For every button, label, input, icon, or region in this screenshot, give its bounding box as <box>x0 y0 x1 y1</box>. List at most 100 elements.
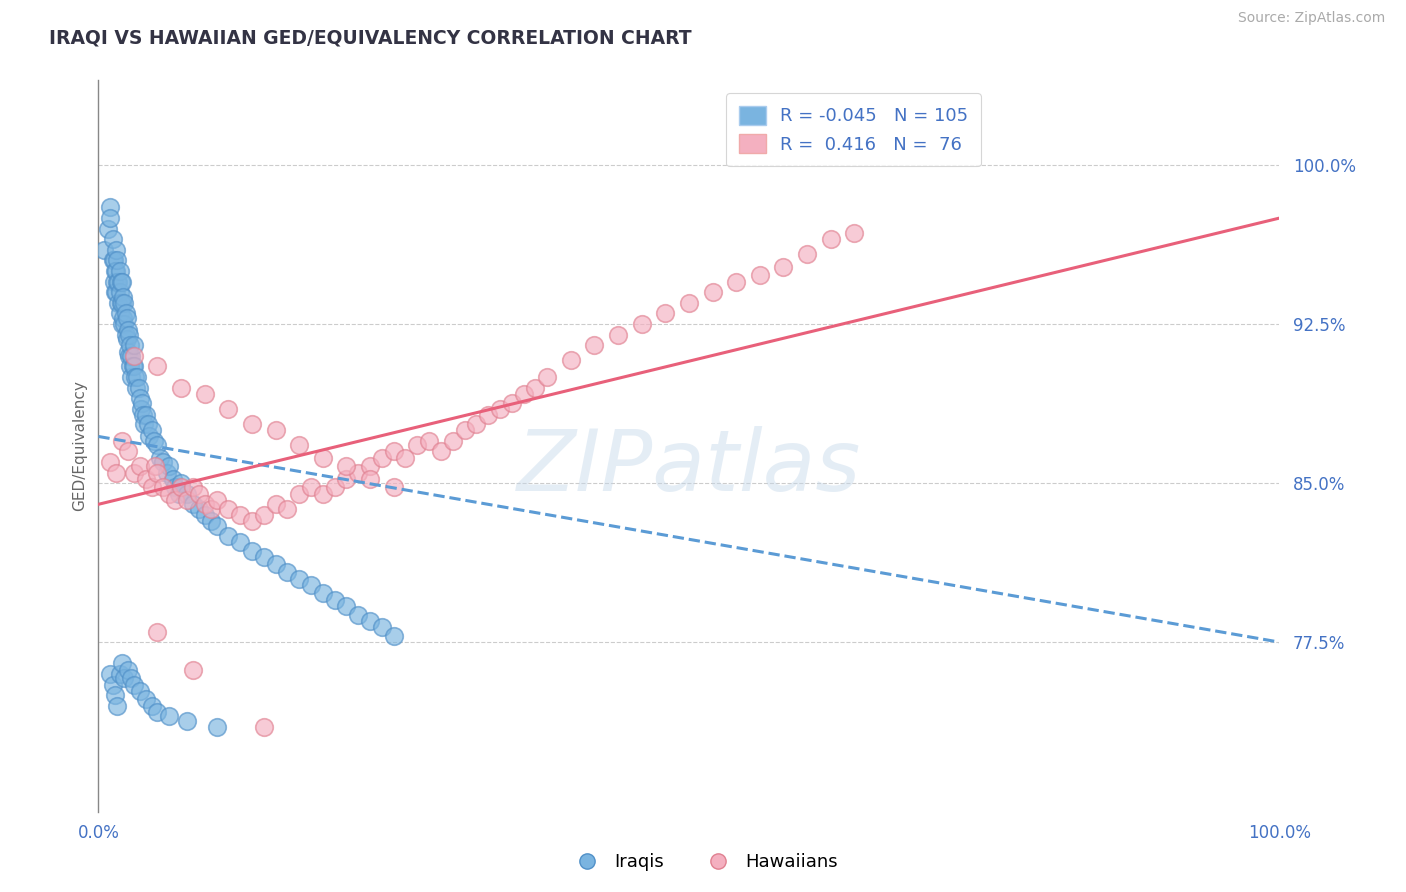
Point <box>253 550 276 565</box>
Point <box>536 370 558 384</box>
Point <box>146 624 169 639</box>
Point <box>105 698 128 713</box>
Point <box>111 434 134 448</box>
Point <box>200 501 222 516</box>
Point <box>112 296 135 310</box>
Point <box>335 599 357 613</box>
Point <box>146 705 169 719</box>
Point <box>122 466 145 480</box>
Point <box>115 332 138 346</box>
Point <box>382 629 405 643</box>
Point <box>194 497 217 511</box>
Point <box>501 395 523 409</box>
Point <box>323 592 346 607</box>
Point <box>117 444 139 458</box>
Point <box>654 306 676 320</box>
Point <box>101 232 124 246</box>
Point <box>229 508 252 522</box>
Point <box>112 317 135 331</box>
Text: Source: ZipAtlas.com: Source: ZipAtlas.com <box>1237 11 1385 25</box>
Point <box>98 211 121 225</box>
Point <box>312 486 335 500</box>
Point <box>176 486 198 500</box>
Point <box>101 253 124 268</box>
Point <box>104 688 127 702</box>
Point <box>702 285 724 300</box>
Point <box>121 671 143 685</box>
Point <box>98 455 121 469</box>
Point <box>347 607 370 622</box>
Point <box>240 417 263 431</box>
Point <box>465 417 488 431</box>
Point <box>146 359 169 374</box>
Point <box>200 514 222 528</box>
Point <box>108 285 131 300</box>
Point <box>187 501 209 516</box>
Point <box>152 480 174 494</box>
Point <box>107 275 129 289</box>
Point <box>772 260 794 274</box>
Point <box>118 327 141 342</box>
Point <box>128 459 150 474</box>
Point <box>276 565 298 579</box>
Point <box>110 296 132 310</box>
Point <box>157 459 180 474</box>
Point <box>382 480 405 494</box>
Point <box>312 450 335 465</box>
Point <box>796 247 818 261</box>
Point <box>170 476 193 491</box>
Point <box>176 493 198 508</box>
Point <box>111 657 134 671</box>
Point <box>141 423 163 437</box>
Point <box>229 535 252 549</box>
Point <box>430 444 453 458</box>
Point <box>117 344 139 359</box>
Point <box>105 253 128 268</box>
Point <box>820 232 842 246</box>
Point <box>359 472 381 486</box>
Point <box>176 714 198 728</box>
Point <box>105 275 128 289</box>
Point <box>382 444 405 458</box>
Point <box>122 677 145 691</box>
Point <box>170 381 193 395</box>
Point <box>111 275 134 289</box>
Point <box>162 472 184 486</box>
Point <box>141 480 163 494</box>
Point <box>124 370 146 384</box>
Point <box>205 720 228 734</box>
Legend: Iraqis, Hawaiians: Iraqis, Hawaiians <box>561 847 845 879</box>
Point <box>607 327 630 342</box>
Point <box>240 514 263 528</box>
Point <box>122 359 145 374</box>
Point <box>108 667 131 681</box>
Point <box>512 387 534 401</box>
Point <box>288 438 311 452</box>
Point <box>217 501 239 516</box>
Point <box>335 472 357 486</box>
Point <box>135 472 157 486</box>
Point <box>253 508 276 522</box>
Point <box>264 497 287 511</box>
Point <box>288 572 311 586</box>
Point <box>138 429 160 443</box>
Point <box>143 459 166 474</box>
Point <box>299 578 322 592</box>
Point <box>108 264 131 278</box>
Point <box>187 486 209 500</box>
Point <box>114 306 136 320</box>
Point <box>323 480 346 494</box>
Point <box>121 370 143 384</box>
Point <box>101 677 124 691</box>
Point <box>131 395 153 409</box>
Point <box>583 338 606 352</box>
Point <box>97 221 120 235</box>
Point <box>132 409 155 423</box>
Point <box>122 338 145 352</box>
Point <box>117 323 139 337</box>
Point <box>105 285 128 300</box>
Point <box>299 480 322 494</box>
Point <box>103 253 125 268</box>
Point <box>149 450 172 465</box>
Point <box>98 667 121 681</box>
